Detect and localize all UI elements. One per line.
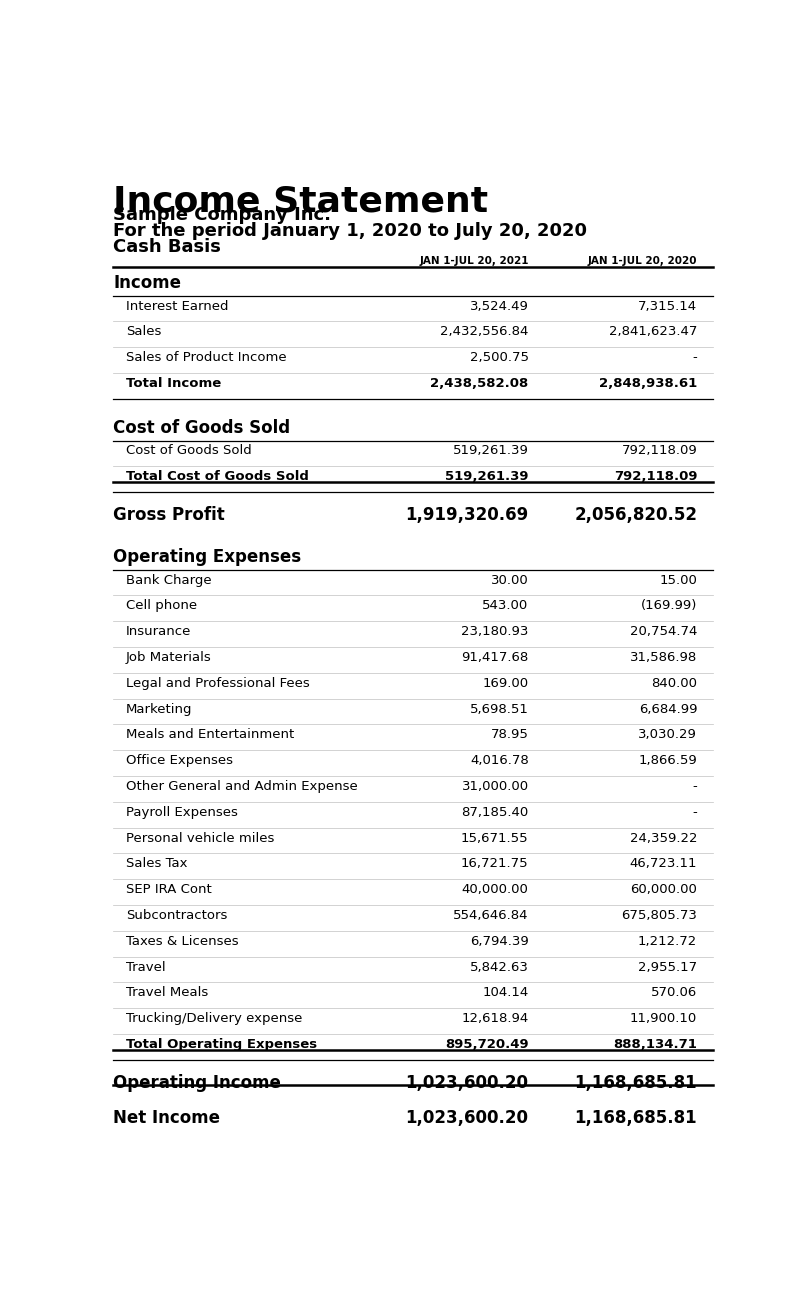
Text: JAN 1-JUL 20, 2021: JAN 1-JUL 20, 2021 — [419, 257, 529, 266]
Text: Income: Income — [113, 273, 181, 291]
Text: 840.00: 840.00 — [651, 677, 697, 690]
Text: Insurance: Insurance — [126, 625, 191, 638]
Text: Operating Income: Operating Income — [113, 1074, 281, 1092]
Text: 1,023,600.20: 1,023,600.20 — [405, 1074, 529, 1092]
Text: 87,185.40: 87,185.40 — [461, 806, 529, 819]
Text: 24,359.22: 24,359.22 — [629, 831, 697, 844]
Text: Cost of Goods Sold: Cost of Goods Sold — [113, 419, 290, 437]
Text: 7,315.14: 7,315.14 — [638, 299, 697, 313]
Text: 519,261.39: 519,261.39 — [445, 470, 529, 483]
Text: Marketing: Marketing — [126, 703, 193, 715]
Text: 519,261.39: 519,261.39 — [453, 445, 529, 458]
Text: 46,723.11: 46,723.11 — [629, 857, 697, 870]
Text: 40,000.00: 40,000.00 — [462, 883, 529, 896]
Text: 3,030.29: 3,030.29 — [638, 728, 697, 741]
Text: Total Income: Total Income — [126, 376, 221, 391]
Text: Travel: Travel — [126, 960, 165, 973]
Text: 60,000.00: 60,000.00 — [630, 883, 697, 896]
Text: 169.00: 169.00 — [483, 677, 529, 690]
Text: 1,212.72: 1,212.72 — [638, 935, 697, 947]
Text: 31,000.00: 31,000.00 — [462, 780, 529, 793]
Text: 15,671.55: 15,671.55 — [461, 831, 529, 844]
Text: 2,848,938.61: 2,848,938.61 — [599, 376, 697, 391]
Text: 2,955.17: 2,955.17 — [638, 960, 697, 973]
Text: Travel Meals: Travel Meals — [126, 986, 208, 999]
Text: 4,016.78: 4,016.78 — [470, 754, 529, 767]
Text: Cost of Goods Sold: Cost of Goods Sold — [126, 445, 251, 458]
Text: 675,805.73: 675,805.73 — [621, 909, 697, 922]
Text: Operating Expenses: Operating Expenses — [113, 548, 301, 566]
Text: SEP IRA Cont: SEP IRA Cont — [126, 883, 211, 896]
Text: 1,919,320.69: 1,919,320.69 — [405, 507, 529, 525]
Text: Bank Charge: Bank Charge — [126, 574, 211, 586]
Text: -: - — [692, 780, 697, 793]
Text: Personal vehicle miles: Personal vehicle miles — [126, 831, 274, 844]
Text: Taxes & Licenses: Taxes & Licenses — [126, 935, 239, 947]
Text: JAN 1-JUL 20, 2020: JAN 1-JUL 20, 2020 — [588, 257, 697, 266]
Text: 888,134.71: 888,134.71 — [613, 1038, 697, 1051]
Text: 3,524.49: 3,524.49 — [470, 299, 529, 313]
Text: 554,646.84: 554,646.84 — [453, 909, 529, 922]
Text: For the period January 1, 2020 to July 20, 2020: For the period January 1, 2020 to July 2… — [113, 222, 588, 240]
Text: 2,432,556.84: 2,432,556.84 — [440, 325, 529, 339]
Text: 5,842.63: 5,842.63 — [470, 960, 529, 973]
Text: 2,500.75: 2,500.75 — [470, 351, 529, 365]
Text: 2,438,582.08: 2,438,582.08 — [430, 376, 529, 391]
Text: Job Materials: Job Materials — [126, 651, 211, 664]
Text: 12,618.94: 12,618.94 — [461, 1012, 529, 1025]
Text: Sales of Product Income: Sales of Product Income — [126, 351, 286, 365]
Text: Legal and Professional Fees: Legal and Professional Fees — [126, 677, 310, 690]
Text: 5,698.51: 5,698.51 — [470, 703, 529, 715]
Text: -: - — [692, 351, 697, 365]
Text: 1,023,600.20: 1,023,600.20 — [405, 1110, 529, 1128]
Text: -: - — [692, 806, 697, 819]
Text: Gross Profit: Gross Profit — [113, 507, 225, 525]
Text: Interest Earned: Interest Earned — [126, 299, 228, 313]
Text: 16,721.75: 16,721.75 — [461, 857, 529, 870]
Text: Subcontractors: Subcontractors — [126, 909, 227, 922]
Text: Cell phone: Cell phone — [126, 599, 197, 612]
Text: 2,056,820.52: 2,056,820.52 — [575, 507, 697, 525]
Text: 792,118.09: 792,118.09 — [614, 470, 697, 483]
Text: Payroll Expenses: Payroll Expenses — [126, 806, 238, 819]
Text: Other General and Admin Expense: Other General and Admin Expense — [126, 780, 358, 793]
Text: 792,118.09: 792,118.09 — [621, 445, 697, 458]
Text: Total Cost of Goods Sold: Total Cost of Goods Sold — [126, 470, 309, 483]
Text: 31,586.98: 31,586.98 — [630, 651, 697, 664]
Text: Sample Company Inc.: Sample Company Inc. — [113, 206, 331, 224]
Text: Meals and Entertainment: Meals and Entertainment — [126, 728, 294, 741]
Text: 570.06: 570.06 — [651, 986, 697, 999]
Text: 2,841,623.47: 2,841,623.47 — [609, 325, 697, 339]
Text: 91,417.68: 91,417.68 — [461, 651, 529, 664]
Text: Net Income: Net Income — [113, 1110, 220, 1128]
Text: 1,168,685.81: 1,168,685.81 — [575, 1110, 697, 1128]
Text: Income Statement: Income Statement — [113, 184, 488, 218]
Text: 1,168,685.81: 1,168,685.81 — [575, 1074, 697, 1092]
Text: Total Operating Expenses: Total Operating Expenses — [126, 1038, 317, 1051]
Text: 895,720.49: 895,720.49 — [445, 1038, 529, 1051]
Text: 6,794.39: 6,794.39 — [470, 935, 529, 947]
Text: 30.00: 30.00 — [491, 574, 529, 586]
Text: 15.00: 15.00 — [659, 574, 697, 586]
Text: Trucking/Delivery expense: Trucking/Delivery expense — [126, 1012, 302, 1025]
Text: (169.99): (169.99) — [641, 599, 697, 612]
Text: Sales Tax: Sales Tax — [126, 857, 187, 870]
Text: 543.00: 543.00 — [482, 599, 529, 612]
Text: 20,754.74: 20,754.74 — [630, 625, 697, 638]
Text: 23,180.93: 23,180.93 — [461, 625, 529, 638]
Text: 78.95: 78.95 — [491, 728, 529, 741]
Text: 104.14: 104.14 — [482, 986, 529, 999]
Text: Cash Basis: Cash Basis — [113, 238, 221, 257]
Text: Office Expenses: Office Expenses — [126, 754, 233, 767]
Text: 1,866.59: 1,866.59 — [638, 754, 697, 767]
Text: 6,684.99: 6,684.99 — [639, 703, 697, 715]
Text: Sales: Sales — [126, 325, 161, 339]
Text: 11,900.10: 11,900.10 — [630, 1012, 697, 1025]
